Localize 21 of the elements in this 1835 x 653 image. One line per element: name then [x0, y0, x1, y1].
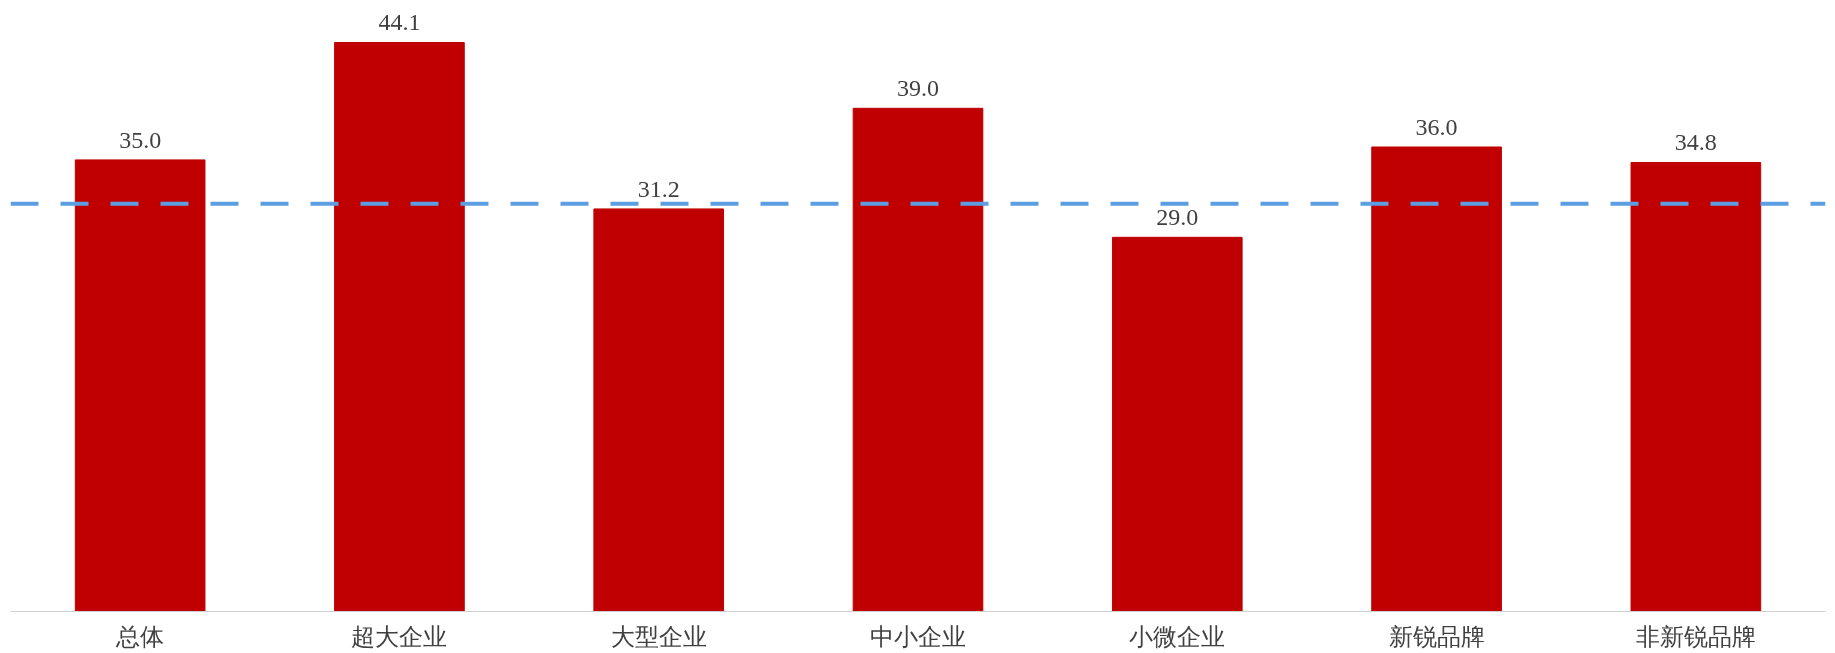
bar — [593, 208, 725, 612]
x-tick-label: 大型企业 — [610, 622, 707, 651]
data-label: 35.0 — [119, 126, 162, 153]
bar — [1111, 236, 1243, 612]
data-label: 31.2 — [637, 175, 680, 202]
x-tick-label: 非新锐品牌 — [1635, 622, 1756, 651]
x-tick-label: 中小企业 — [870, 622, 966, 651]
bar — [1371, 146, 1502, 612]
x-tick-label: 小微企业 — [1129, 622, 1226, 651]
data-label: 39.0 — [897, 75, 939, 102]
data-label: 29.0 — [1156, 204, 1199, 231]
bar — [74, 159, 206, 612]
data-label: 44.1 — [378, 9, 421, 36]
bar — [334, 41, 465, 612]
x-tick-label: 超大企业 — [351, 622, 448, 651]
bar — [1630, 161, 1762, 612]
x-tick-label: 新锐品牌 — [1388, 622, 1485, 651]
x-tick-label: 总体 — [115, 622, 165, 651]
data-label: 36.0 — [1415, 114, 1458, 140]
data-label: 34.8 — [1674, 129, 1717, 156]
bar — [852, 107, 984, 612]
